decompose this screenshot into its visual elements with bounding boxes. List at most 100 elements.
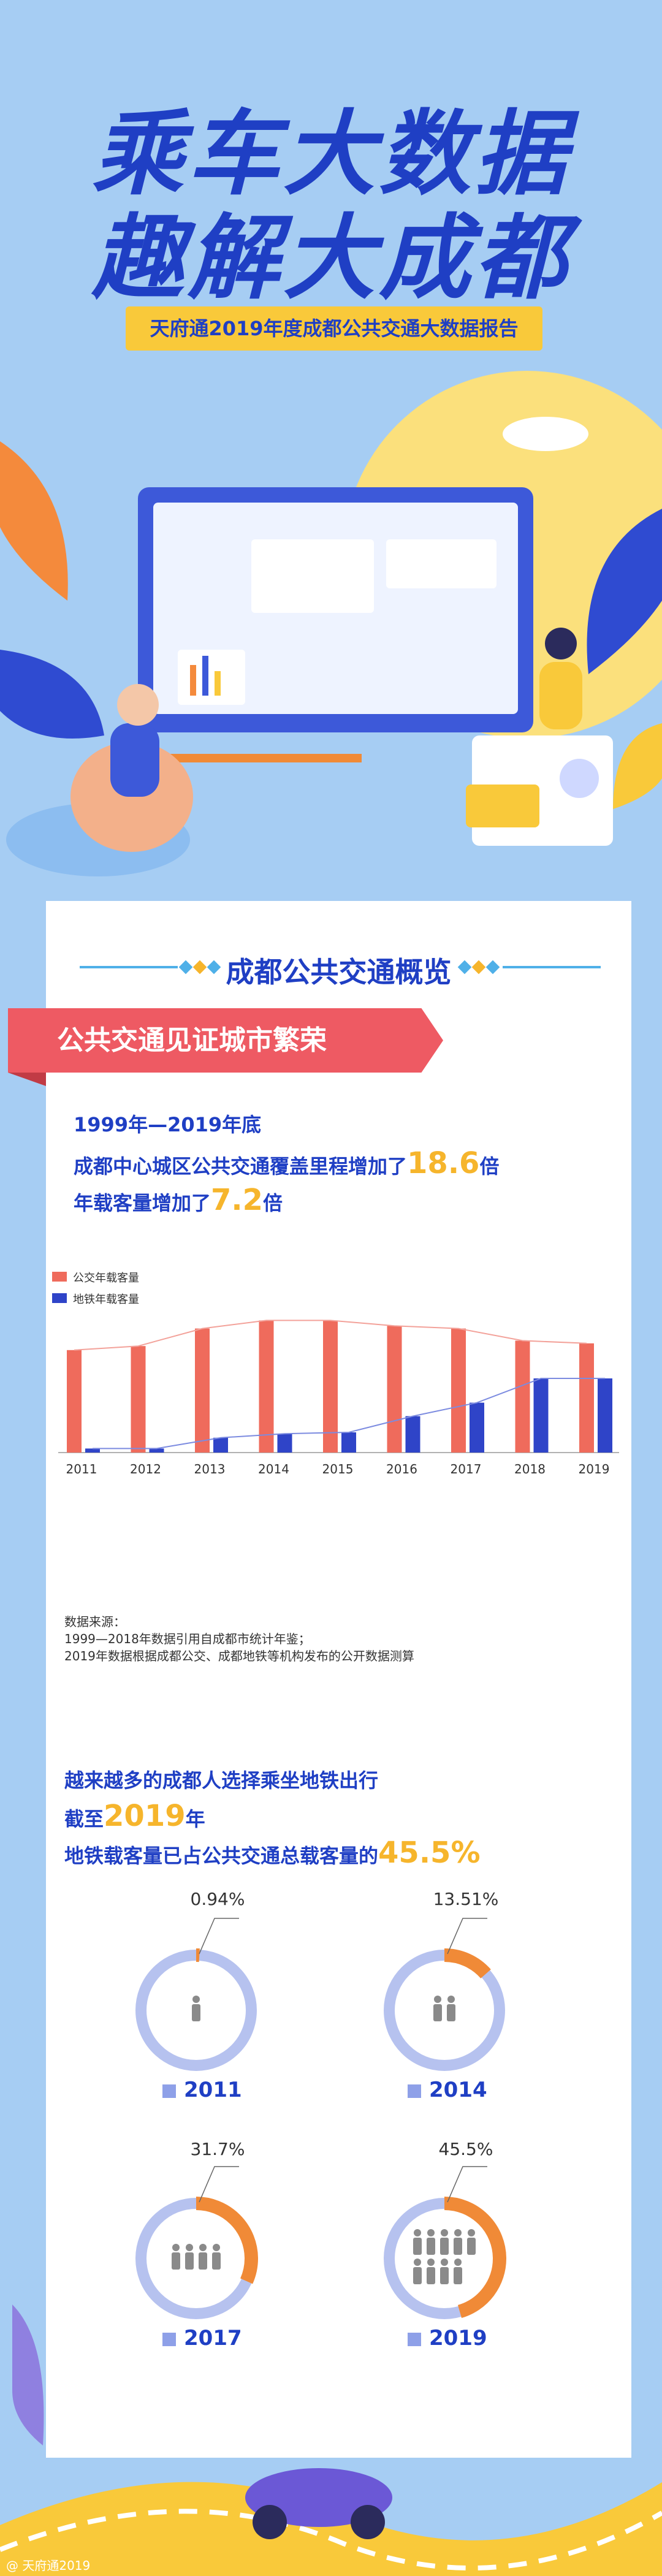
leaf-decor bbox=[613, 723, 662, 809]
person-icon bbox=[185, 2244, 194, 2270]
x-tick-label: 2012 bbox=[130, 1462, 161, 1476]
cloud-shape bbox=[503, 417, 588, 451]
x-tick-label: 2017 bbox=[451, 1462, 482, 1476]
legend-label-metro: 地铁年载客量 bbox=[73, 1293, 139, 1306]
metro-trend-line bbox=[93, 1378, 605, 1449]
donut-pct-2019: 45.5% bbox=[438, 2139, 493, 2159]
source-note1: 1999—2018年数据引用自成都市统计年鉴； bbox=[64, 1632, 311, 1646]
bar-bus-2013 bbox=[195, 1328, 210, 1453]
bar-metro-2016 bbox=[405, 1416, 420, 1453]
section-banner bbox=[8, 1008, 443, 1073]
donut-2011 bbox=[134, 1918, 258, 2072]
page-title-line1: 乘车大数据 bbox=[91, 101, 570, 208]
x-tick-label: 2018 bbox=[514, 1462, 546, 1476]
person-icon bbox=[212, 2244, 221, 2270]
leader-line bbox=[447, 1918, 487, 1955]
section-title: 成都公共交通概览 bbox=[226, 956, 452, 989]
legend-swatch-bus bbox=[52, 1272, 67, 1282]
source-title: 数据来源： bbox=[64, 1614, 126, 1629]
leader-line bbox=[199, 2166, 239, 2203]
year-marker bbox=[408, 2084, 421, 2098]
divider-line bbox=[80, 966, 178, 968]
bus-trend-line bbox=[74, 1320, 587, 1351]
leaf-decor bbox=[587, 509, 662, 674]
bar-metro-2018 bbox=[533, 1378, 549, 1453]
leaf-decor bbox=[0, 650, 104, 739]
report-subtitle: 天府通2019年度成都公共交通大数据报告 bbox=[126, 306, 542, 351]
overview-panel: 成都公共交通概览 公共交通见证城市繁荣 1999年—2019年底 成都中心城区公… bbox=[8, 901, 631, 2458]
desk bbox=[159, 754, 362, 762]
person-head bbox=[117, 684, 159, 726]
cutoff-year: 2019 bbox=[104, 1799, 186, 1833]
donut-year-2017: 2017 bbox=[184, 2326, 242, 2350]
x-tick-label: 2019 bbox=[579, 1462, 610, 1476]
bar-bus-2019 bbox=[579, 1343, 594, 1453]
donut-year-2019: 2019 bbox=[429, 2326, 487, 2350]
donut-2019 bbox=[382, 2166, 506, 2320]
bar-bus-2014 bbox=[259, 1320, 274, 1453]
year-marker bbox=[162, 2333, 176, 2346]
donut-2014 bbox=[382, 1918, 506, 2072]
donut-year-2011: 2011 bbox=[184, 2078, 242, 2102]
donut-pct-2017: 31.7% bbox=[190, 2139, 245, 2159]
leader-line bbox=[447, 2166, 487, 2203]
person-icon bbox=[413, 2229, 422, 2255]
donut-slice bbox=[382, 2197, 506, 2320]
donut-slice bbox=[134, 2197, 258, 2320]
intro-line3: 年载客量增加了7.2倍 bbox=[74, 1183, 283, 1217]
donut-2017 bbox=[134, 2166, 258, 2320]
leader-line bbox=[199, 1918, 239, 1955]
year-marker bbox=[162, 2084, 176, 2098]
banner-label: 公共交通见证城市繁荣 bbox=[57, 1025, 327, 1056]
legend-label-bus: 公交年载客量 bbox=[73, 1272, 139, 1285]
divider-line bbox=[503, 966, 601, 968]
road bbox=[0, 2482, 662, 2576]
bar-metro-2011 bbox=[85, 1448, 100, 1453]
bar-bus-2016 bbox=[387, 1326, 402, 1453]
bar-bus-2018 bbox=[515, 1340, 530, 1453]
watermark: @ 天府通2019 bbox=[6, 2558, 91, 2573]
person-icon bbox=[447, 1996, 455, 2021]
x-tick-label: 2013 bbox=[194, 1462, 226, 1476]
person-icon bbox=[427, 2259, 435, 2284]
donut-slice bbox=[134, 1948, 258, 2072]
x-tick-label: 2014 bbox=[258, 1462, 289, 1476]
person-icon bbox=[172, 2244, 180, 2270]
page-title-line2: 趣解大成都 bbox=[91, 205, 570, 312]
bar-metro-2013 bbox=[213, 1437, 228, 1453]
metro-share-donuts bbox=[134, 1918, 506, 2320]
source-note2: 2019年数据根据成都公交、成都地铁等机构发布的公开数据测算 bbox=[64, 1649, 414, 1663]
bar-bus-2012 bbox=[131, 1346, 146, 1453]
ridership-growth-value: 7.2 bbox=[211, 1183, 264, 1217]
x-tick-label: 2011 bbox=[66, 1462, 97, 1476]
bar-bus-2015 bbox=[323, 1320, 338, 1453]
donut-slice bbox=[382, 1948, 506, 2072]
person-icon bbox=[467, 2229, 476, 2255]
bar-metro-2014 bbox=[277, 1434, 292, 1453]
person-icon bbox=[440, 2229, 449, 2255]
intro-line2: 成都中心城区公共交通覆盖里程增加了18.6倍 bbox=[74, 1146, 500, 1180]
person-icon bbox=[440, 2259, 449, 2284]
bar-bus-2011 bbox=[67, 1350, 82, 1453]
metro-heading-line1: 越来越多的成都人选择乘坐地铁出行 bbox=[64, 1769, 379, 1792]
bar-bus-2017 bbox=[451, 1328, 466, 1453]
donut-year-2014: 2014 bbox=[429, 2078, 487, 2102]
bar-metro-2017 bbox=[470, 1402, 484, 1453]
legend-swatch-metro bbox=[52, 1293, 67, 1303]
bar-metro-2012 bbox=[149, 1448, 164, 1453]
person-icon bbox=[454, 2259, 462, 2284]
person-icon bbox=[192, 1996, 200, 2021]
year-marker bbox=[408, 2333, 421, 2346]
bar-metro-2019 bbox=[598, 1378, 612, 1453]
metro-heading-line3: 地铁载客量已占公共交通总载客量的45.5% bbox=[64, 1836, 481, 1870]
person-icon bbox=[413, 2259, 422, 2284]
x-tick-label: 2015 bbox=[322, 1462, 354, 1476]
intro-line1: 1999年—2019年底 bbox=[74, 1113, 262, 1136]
person-icon bbox=[454, 2229, 462, 2255]
donut-pct-2014: 13.51% bbox=[433, 1889, 499, 1909]
leaf-decor bbox=[0, 441, 68, 601]
banner-fold bbox=[8, 1073, 46, 1086]
leaf-decor bbox=[12, 2304, 44, 2445]
person-body bbox=[110, 723, 159, 797]
